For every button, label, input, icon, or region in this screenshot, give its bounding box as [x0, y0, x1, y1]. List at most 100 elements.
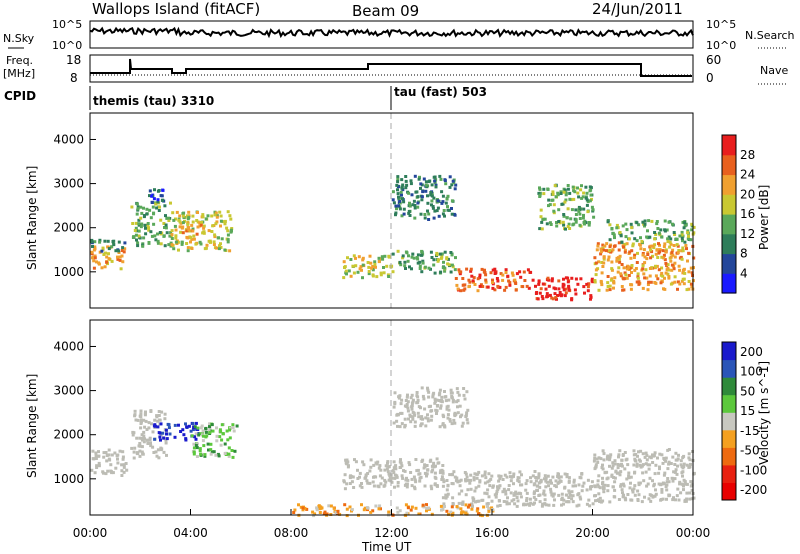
freq-left-tick-top: 18	[66, 53, 81, 67]
data-cell	[499, 474, 503, 478]
data-cell	[450, 391, 454, 395]
data-cell	[622, 266, 626, 270]
data-cell	[624, 498, 628, 502]
data-cell	[461, 510, 465, 514]
data-cell	[441, 478, 445, 482]
data-cell	[479, 283, 483, 287]
data-cell	[231, 423, 235, 427]
data-cell	[114, 249, 118, 253]
data-cell	[541, 217, 545, 221]
data-cell	[586, 285, 590, 289]
data-cell	[184, 422, 187, 426]
data-cell	[632, 449, 636, 453]
data-cell	[596, 483, 600, 487]
data-cell	[557, 493, 561, 497]
data-cell	[130, 446, 134, 450]
data-cell	[532, 495, 536, 499]
data-cell	[453, 421, 457, 425]
data-cell	[420, 460, 424, 463]
data-cell	[97, 454, 101, 458]
data-cell	[105, 454, 109, 457]
colorbar-tick: 12	[740, 227, 755, 241]
data-cell	[155, 415, 159, 419]
data-cell	[187, 216, 191, 220]
colorbar-tick: -200	[740, 483, 767, 497]
data-cell	[627, 474, 631, 478]
data-cell	[441, 413, 445, 417]
data-cell	[663, 258, 667, 262]
data-cell	[560, 492, 564, 496]
data-cell	[368, 254, 372, 258]
data-cell	[445, 479, 449, 482]
data-cell	[538, 485, 542, 489]
data-cell	[167, 423, 171, 427]
data-cell	[172, 218, 176, 222]
data-cell	[690, 224, 694, 228]
data-cell	[396, 188, 399, 192]
data-cell	[122, 470, 126, 474]
data-cell	[152, 212, 155, 216]
data-cell	[94, 457, 98, 460]
data-cell	[553, 292, 557, 296]
data-cell	[517, 476, 521, 480]
data-cell	[577, 503, 581, 507]
data-cell	[446, 413, 450, 417]
data-cell	[137, 229, 141, 233]
data-cell	[484, 273, 488, 277]
data-cell	[121, 260, 125, 264]
data-cell	[491, 286, 495, 290]
data-cell	[643, 224, 646, 228]
data-cell	[578, 212, 582, 216]
data-cell	[157, 456, 161, 460]
data-cell	[610, 466, 614, 470]
data-cell	[192, 237, 196, 241]
data-cell	[525, 491, 529, 495]
data-cell	[672, 496, 675, 500]
data-cell	[596, 242, 600, 246]
data-cell	[141, 244, 145, 248]
data-cell	[195, 455, 199, 458]
data-cell	[223, 219, 227, 223]
data-cell	[164, 428, 168, 432]
data-cell	[220, 237, 224, 241]
data-cell	[505, 475, 509, 479]
data-cell	[630, 264, 634, 267]
data-cell	[180, 226, 184, 230]
data-cell	[97, 261, 101, 265]
data-cell	[419, 406, 422, 410]
data-cell	[348, 505, 352, 509]
data-cell	[503, 473, 507, 477]
data-cell	[615, 259, 619, 263]
data-cell	[599, 247, 603, 251]
data-cell	[645, 453, 649, 457]
data-cell	[208, 431, 212, 434]
data-cell	[431, 205, 435, 208]
data-cell	[597, 485, 601, 489]
data-cell	[687, 270, 691, 274]
data-cell	[195, 446, 199, 450]
data-cell	[399, 402, 403, 406]
frequency-line	[90, 58, 692, 77]
data-cell	[334, 511, 338, 514]
data-cell	[366, 261, 370, 264]
data-cell	[608, 458, 612, 462]
data-cell	[338, 512, 342, 516]
data-cell	[472, 478, 476, 482]
data-cell	[400, 422, 404, 426]
data-cell	[413, 413, 417, 417]
data-cell	[639, 449, 643, 453]
data-cell	[475, 499, 479, 503]
data-cell	[570, 276, 574, 280]
data-cell	[429, 484, 433, 488]
data-cell	[564, 227, 567, 231]
data-cell	[391, 252, 395, 256]
data-cell	[667, 460, 671, 464]
data-cell	[371, 509, 375, 513]
data-cell	[444, 182, 448, 186]
data-cell	[144, 226, 147, 230]
data-cell	[496, 488, 500, 491]
data-cell	[391, 270, 395, 274]
data-cell	[413, 485, 416, 489]
freq-left-tick-bottom: 8	[70, 71, 78, 85]
data-cell	[682, 282, 686, 286]
